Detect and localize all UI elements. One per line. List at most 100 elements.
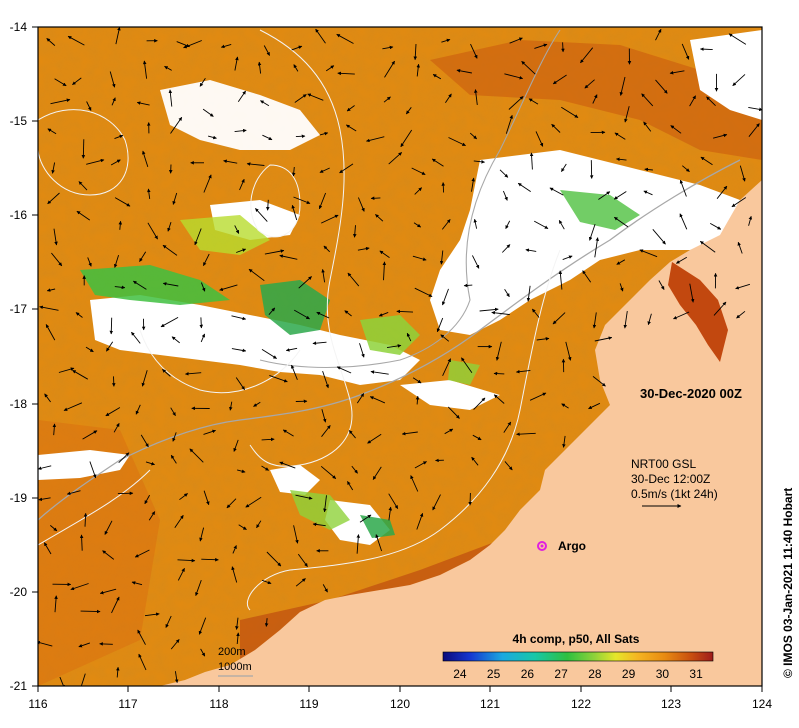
current-arrow — [72, 369, 89, 380]
current-arrow — [262, 134, 273, 141]
current-arrow — [552, 312, 566, 325]
current-arrow — [561, 42, 565, 53]
current-arrow — [239, 178, 245, 191]
ssh-contour-6 — [38, 469, 151, 546]
current-arrow — [347, 481, 354, 491]
lat-tick-label: -18 — [10, 397, 28, 411]
current-arrow — [444, 428, 454, 435]
current-arrow — [86, 158, 105, 165]
current-arrow — [67, 35, 85, 46]
current-arrow — [356, 393, 365, 404]
current-arrow — [234, 56, 239, 71]
ssh-contour-1 — [249, 29, 353, 467]
current-arrow — [346, 105, 355, 112]
current-arrow — [471, 456, 479, 466]
current-arrow — [114, 134, 124, 140]
current-arrow — [111, 596, 120, 614]
current-arrow — [669, 70, 685, 75]
current-arrow — [337, 71, 355, 76]
current-arrow — [470, 43, 478, 59]
current-arrow — [183, 40, 202, 49]
current-arrow — [388, 152, 403, 165]
current-arrow — [170, 454, 177, 464]
current-arrow — [344, 310, 352, 317]
lon-tick-label: 123 — [661, 697, 681, 711]
current-arrow — [748, 123, 760, 137]
current-arrow — [200, 282, 206, 292]
current-arrow — [136, 101, 150, 106]
current-arrow — [78, 181, 88, 191]
current-arrow — [51, 162, 56, 174]
current-arrow — [515, 369, 531, 374]
land-mass — [160, 180, 762, 686]
colorbar-tick-label: 28 — [588, 667, 602, 681]
current-arrow — [319, 131, 329, 136]
current-arrow — [624, 106, 630, 123]
current-arrow — [641, 93, 654, 107]
current-arrow — [307, 93, 324, 101]
current-arrow — [473, 397, 486, 410]
current-arrow — [131, 331, 141, 344]
current-arrow — [285, 347, 298, 352]
current-arrow — [323, 495, 327, 513]
current-arrow — [643, 121, 652, 132]
current-arrow — [113, 254, 120, 268]
current-arrow — [700, 240, 716, 253]
current-arrow — [234, 225, 240, 234]
current-arrow — [115, 27, 121, 45]
current-arrow — [561, 106, 579, 118]
current-arrow — [670, 125, 682, 134]
current-arrow — [170, 407, 176, 417]
current-arrow — [379, 250, 390, 258]
current-arrow — [706, 96, 716, 107]
current-arrow — [261, 579, 272, 585]
current-arrow — [72, 77, 82, 86]
current-arrow — [439, 250, 444, 265]
current-arrow — [256, 520, 262, 529]
current-arrow — [561, 163, 567, 172]
current-arrow — [644, 167, 653, 172]
lat-tick-label: -16 — [10, 208, 28, 222]
cool-patch-8 — [448, 360, 480, 385]
current-arrow — [401, 431, 418, 436]
colorbar-tick-label: 30 — [656, 667, 670, 681]
current-arrow — [322, 584, 328, 593]
current-arrow — [357, 246, 370, 251]
current-arrow — [226, 498, 237, 509]
current-arrow — [231, 348, 247, 353]
current-arrow — [526, 285, 531, 302]
current-arrow — [647, 313, 652, 326]
current-arrow — [382, 45, 394, 50]
current-arrow — [681, 43, 690, 60]
current-arrow — [367, 433, 382, 444]
current-arrow — [253, 401, 261, 407]
current-arrow — [139, 251, 147, 262]
current-arrow — [406, 332, 412, 342]
legend-line-3: 0.5m/s (1kt 24h) — [631, 487, 718, 501]
current-arrow — [79, 534, 84, 551]
current-arrow — [558, 270, 563, 290]
current-arrow — [316, 311, 330, 319]
current-arrow — [441, 288, 449, 306]
current-arrow — [549, 187, 564, 196]
lon-tick-label: 117 — [118, 697, 137, 711]
current-arrow — [185, 372, 202, 376]
current-arrow — [551, 123, 561, 133]
current-arrow — [109, 317, 114, 335]
current-arrow — [673, 311, 690, 320]
current-arrow — [298, 276, 312, 289]
current-arrow — [106, 341, 114, 352]
current-arrow — [264, 618, 269, 627]
current-arrow — [533, 220, 549, 229]
current-arrow — [248, 268, 265, 282]
current-arrow — [148, 511, 156, 521]
current-arrow — [47, 128, 57, 135]
current-arrow — [447, 406, 460, 419]
current-arrow — [219, 284, 238, 292]
current-arrow — [689, 283, 695, 303]
current-arrow — [261, 349, 277, 359]
current-arrow — [400, 129, 413, 148]
current-arrow — [315, 28, 326, 44]
lat-tick-label: -17 — [10, 302, 28, 316]
current-arrow — [321, 409, 327, 423]
